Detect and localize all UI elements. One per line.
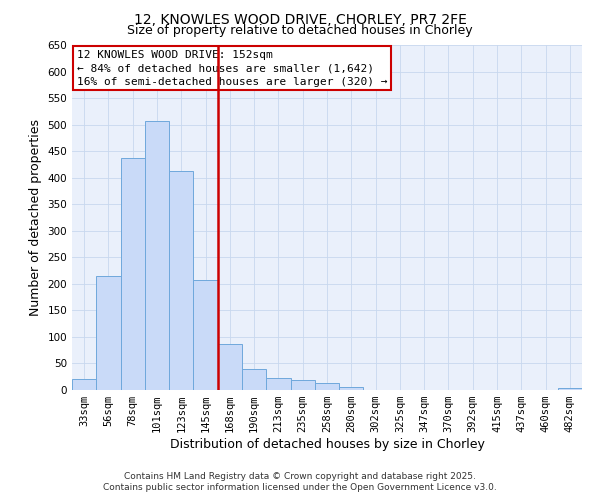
Bar — [193, 280, 218, 390]
Bar — [290, 380, 315, 390]
Bar — [169, 171, 193, 390]
Bar — [72, 380, 96, 390]
X-axis label: Distribution of detached houses by size in Chorley: Distribution of detached houses by size … — [170, 438, 484, 451]
Bar — [315, 383, 339, 390]
Bar — [145, 121, 169, 390]
Bar — [558, 388, 582, 390]
Y-axis label: Number of detached properties: Number of detached properties — [29, 119, 42, 316]
Text: 12, KNOWLES WOOD DRIVE, CHORLEY, PR7 2FE: 12, KNOWLES WOOD DRIVE, CHORLEY, PR7 2FE — [134, 12, 466, 26]
Text: 12 KNOWLES WOOD DRIVE: 152sqm
← 84% of detached houses are smaller (1,642)
16% o: 12 KNOWLES WOOD DRIVE: 152sqm ← 84% of d… — [77, 50, 388, 86]
Bar — [242, 369, 266, 390]
Bar — [339, 388, 364, 390]
Bar — [218, 344, 242, 390]
Text: Size of property relative to detached houses in Chorley: Size of property relative to detached ho… — [127, 24, 473, 37]
Bar — [266, 378, 290, 390]
Bar — [96, 276, 121, 390]
Bar — [121, 158, 145, 390]
Text: Contains HM Land Registry data © Crown copyright and database right 2025.
Contai: Contains HM Land Registry data © Crown c… — [103, 472, 497, 492]
